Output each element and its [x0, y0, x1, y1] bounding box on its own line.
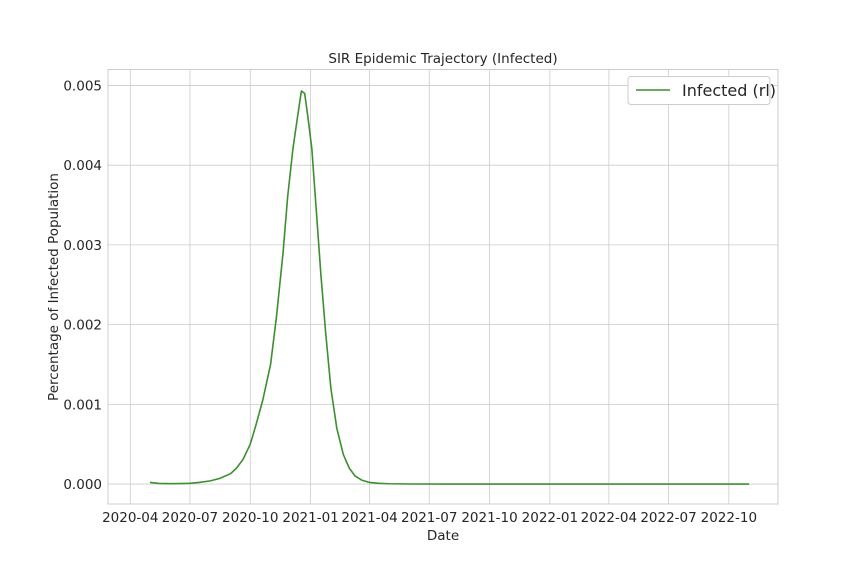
x-tick-label: 2021-04: [341, 510, 397, 526]
legend-label: Infected (rl): [682, 81, 776, 100]
x-tick-label: 2022-10: [701, 510, 757, 526]
legend: Infected (rl): [627, 76, 776, 105]
series-line-infected: [149, 90, 750, 485]
x-tick-label: 2022-01: [522, 510, 578, 526]
y-tick-labels: 0.000 0.001 0.002 0.003 0.004 0.005: [63, 78, 102, 493]
x-tick-label: 2021-10: [461, 510, 517, 526]
y-tick-label: 0.004: [63, 158, 102, 174]
plot-frame: [107, 69, 779, 505]
grid-layer: [108, 69, 778, 504]
x-tick-label: 2022-07: [640, 510, 696, 526]
x-tick-label: 2020-10: [222, 510, 278, 526]
x-tick-label: 2021-01: [282, 510, 338, 526]
chart-title: SIR Epidemic Trajectory (Infected): [328, 51, 557, 67]
y-tick-label: 0.005: [63, 78, 102, 94]
x-tick-label: 2020-07: [162, 510, 218, 526]
x-tick-label: 2021-07: [401, 510, 457, 526]
y-tick-label: 0.000: [63, 477, 102, 493]
y-tick-label: 0.002: [63, 318, 102, 334]
y-tick-label: 0.003: [63, 238, 102, 254]
x-tick-labels: 2020-04 2020-07 2020-10 2021-01 2021-04 2021-…: [102, 510, 757, 526]
x-tick-label: 2022-04: [581, 510, 637, 526]
y-axis-label: Percentage of Infected Population: [46, 173, 62, 401]
x-tick-label: 2020-04: [102, 510, 158, 526]
y-tick-label: 0.001: [63, 397, 102, 413]
series-layer: [149, 90, 750, 485]
legend-box: [627, 76, 771, 105]
x-axis-label: Date: [427, 528, 459, 544]
